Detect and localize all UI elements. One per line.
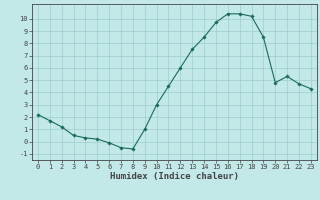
X-axis label: Humidex (Indice chaleur): Humidex (Indice chaleur) [110,172,239,181]
